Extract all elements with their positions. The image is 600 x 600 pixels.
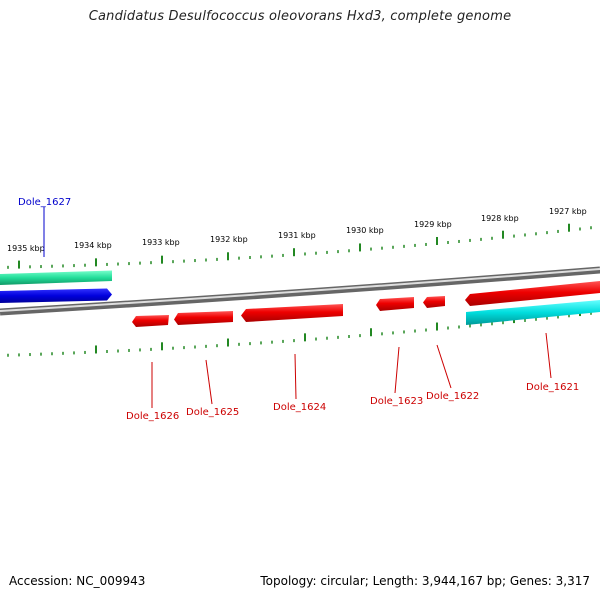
leader-line-dole-1624 [294,353,297,400]
genome-backbone-highlight [0,268,600,312]
ruler-inner-ticks [7,308,592,357]
ruler-labels: 1935 kbp 1934 kbp 1933 kbp 1932 kbp 1931… [7,207,587,253]
outer-feature-track-teal [0,270,112,285]
gene-feature-dole-1627[interactable] [0,288,112,304]
ruler-label: 1935 kbp [7,244,45,253]
ruler-outer-ticks [7,223,592,269]
gene-label-dole-1621[interactable]: Dole_1621 [526,382,579,393]
ruler-label: 1928 kbp [481,214,519,223]
ruler-label: 1929 kbp [414,220,452,229]
gene-feature-dole-1626[interactable] [132,315,169,327]
genome-summary-label: Topology: circular; Length: 3,944,167 bp… [260,574,590,588]
gene-feature-dole-1621[interactable] [465,281,600,306]
gene-label-dole-1625[interactable]: Dole_1625 [186,407,239,418]
gene-label-dole-1626[interactable]: Dole_1626 [126,411,179,422]
ruler-label: 1933 kbp [142,238,180,247]
ruler-label: 1931 kbp [278,231,316,240]
gene-label-dole-1622[interactable]: Dole_1622 [426,391,479,402]
gene-feature-dole-1623[interactable] [376,297,414,311]
leader-line-dole-1623 [394,346,400,394]
gene-label-dole-1623[interactable]: Dole_1623 [370,396,423,407]
gene-label-dole-1627[interactable]: Dole_1627 [18,197,71,208]
map-title: Candidatus Desulfococcus oleovorans Hxd3… [88,9,512,24]
gene-labels: Dole_1627 Dole_1626 Dole_1625 Dole_1624 … [18,197,579,422]
accession-label: Accession: NC_009943 [9,574,146,588]
gene-label-dole-1624[interactable]: Dole_1624 [273,402,326,413]
ruler-label: 1927 kbp [549,207,587,216]
gene-leader-lines [43,207,552,408]
ruler-label: 1930 kbp [346,226,384,235]
gene-feature-dole-1624[interactable] [241,304,343,322]
gene-feature-dole-1622[interactable] [423,296,445,308]
gene-feature-dole-1625[interactable] [174,311,233,325]
ruler-label: 1932 kbp [210,235,248,244]
leader-line-dole-1621 [545,332,552,379]
leader-line-dole-1625 [205,359,213,405]
leader-line-dole-1622 [436,344,452,389]
inner-feature-track-cyan [466,300,600,325]
ruler-label: 1934 kbp [74,241,112,250]
